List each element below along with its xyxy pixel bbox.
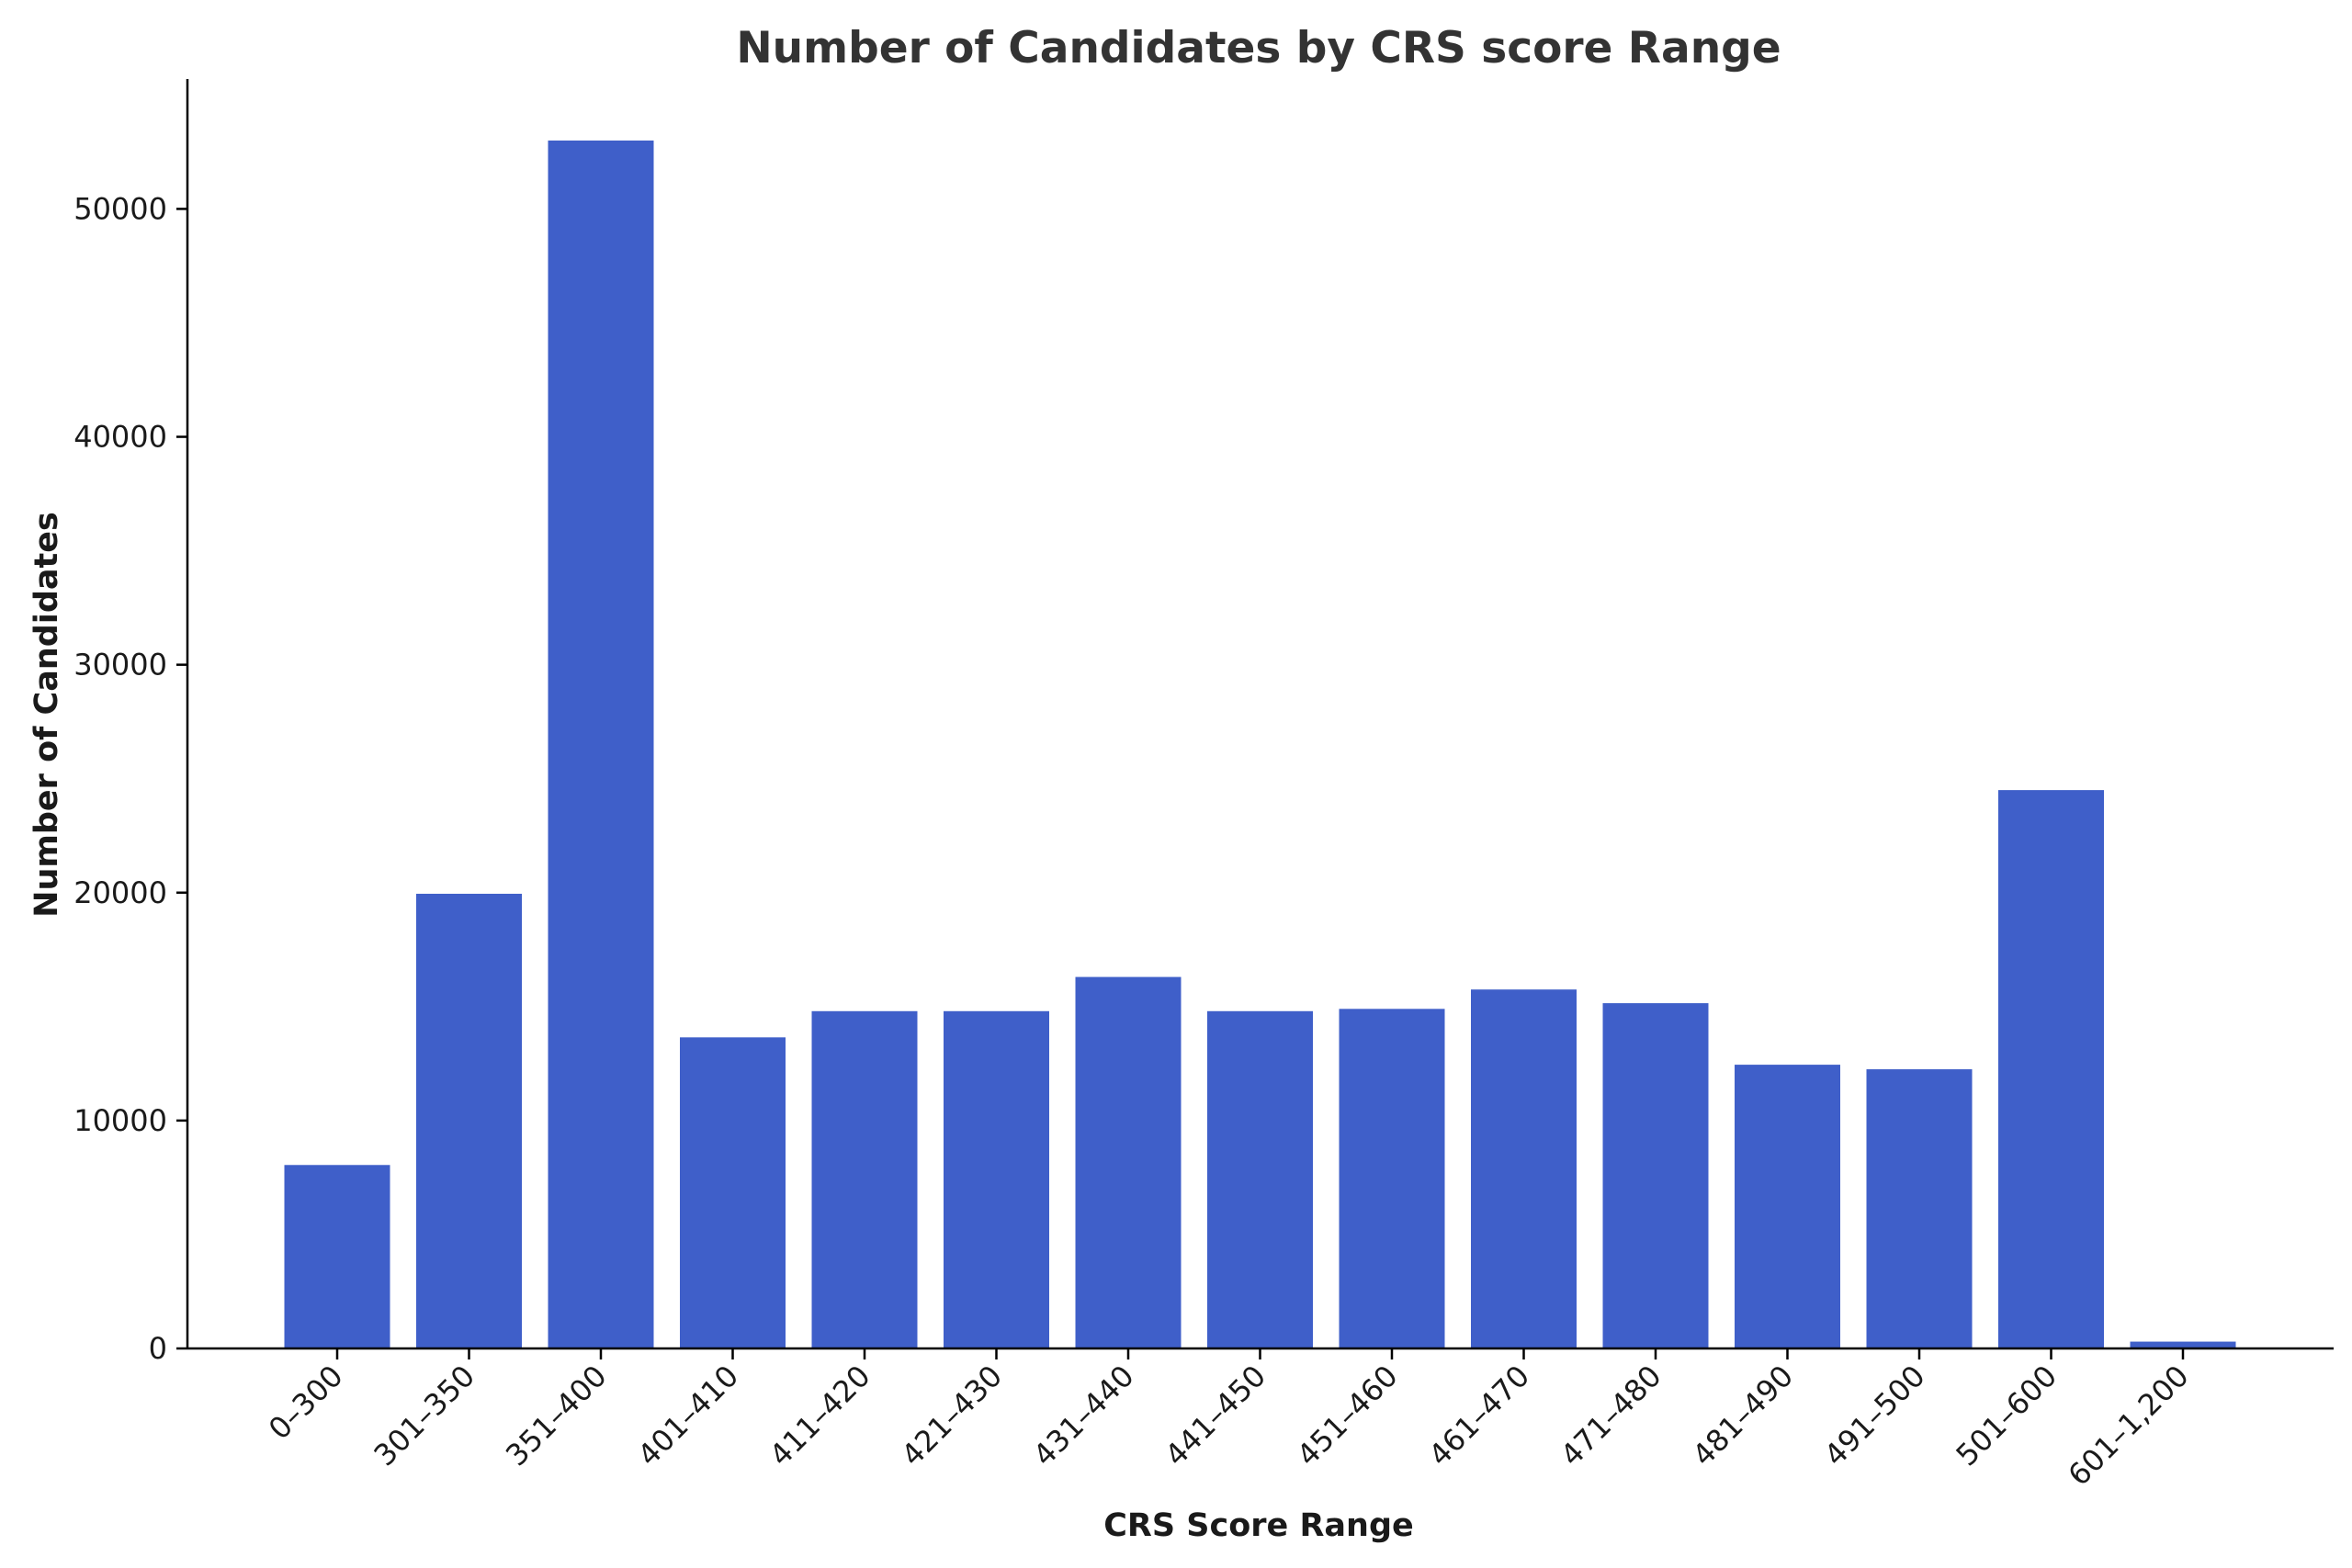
x-axis-ticks: 0–300 301–350 351–400 401–410 411–420 421–430… <box>262 1348 2196 1493</box>
x-tick-label-10: 471–480 <box>1554 1359 1668 1473</box>
x-tick-label-6: 431–440 <box>1026 1359 1141 1473</box>
y-tick-label-4: 40000 <box>74 420 167 455</box>
bar-13 <box>1998 790 2104 1348</box>
bar-4 <box>811 1010 918 1348</box>
x-tick-label-11: 481–490 <box>1686 1359 1801 1473</box>
y-axis-ticks: 0 10000 20000 30000 40000 50000 <box>74 191 187 1366</box>
bar-12 <box>1866 1069 1973 1348</box>
bar-1 <box>416 894 522 1348</box>
bar-7 <box>1207 1010 1313 1348</box>
x-axis-label: CRS Score Range <box>1103 1507 1414 1544</box>
bar-10 <box>1602 1003 1709 1348</box>
x-tick-label-4: 411–420 <box>763 1359 877 1473</box>
y-tick-label-1: 10000 <box>74 1103 167 1138</box>
bar-8 <box>1339 1009 1445 1348</box>
x-tick-label-0: 0–300 <box>262 1359 350 1447</box>
y-tick-label-2: 20000 <box>74 875 167 910</box>
y-tick-label-0: 0 <box>149 1331 167 1366</box>
y-axis-label: Number of Candidates <box>28 512 65 918</box>
bar-3 <box>680 1037 786 1348</box>
bar-14 <box>2130 1341 2236 1348</box>
bars-group <box>284 140 2236 1349</box>
bar-11 <box>1735 1065 1840 1348</box>
x-tick-label-12: 491–500 <box>1817 1359 1932 1473</box>
x-tick-label-14: 601–1,200 <box>2062 1359 2196 1493</box>
x-tick-label-1: 301–350 <box>368 1359 482 1473</box>
bar-6 <box>1075 976 1182 1348</box>
bar-2 <box>548 140 654 1349</box>
x-tick-label-13: 501–600 <box>1950 1359 2064 1473</box>
x-tick-label-8: 451–460 <box>1290 1359 1405 1473</box>
y-tick-label-3: 30000 <box>74 648 167 682</box>
chart-title: Number of Candidates by CRS score Range <box>736 23 1781 73</box>
bar-9 <box>1471 989 1577 1348</box>
x-tick-label-9: 461–470 <box>1422 1359 1537 1473</box>
x-tick-label-3: 401–410 <box>631 1359 746 1473</box>
x-tick-label-5: 421–430 <box>895 1359 1010 1473</box>
x-tick-label-7: 441–450 <box>1159 1359 1273 1473</box>
bar-0 <box>284 1165 390 1348</box>
x-tick-label-2: 351–400 <box>499 1359 614 1473</box>
bar-5 <box>944 1010 1049 1348</box>
y-tick-label-5: 50000 <box>74 191 167 226</box>
